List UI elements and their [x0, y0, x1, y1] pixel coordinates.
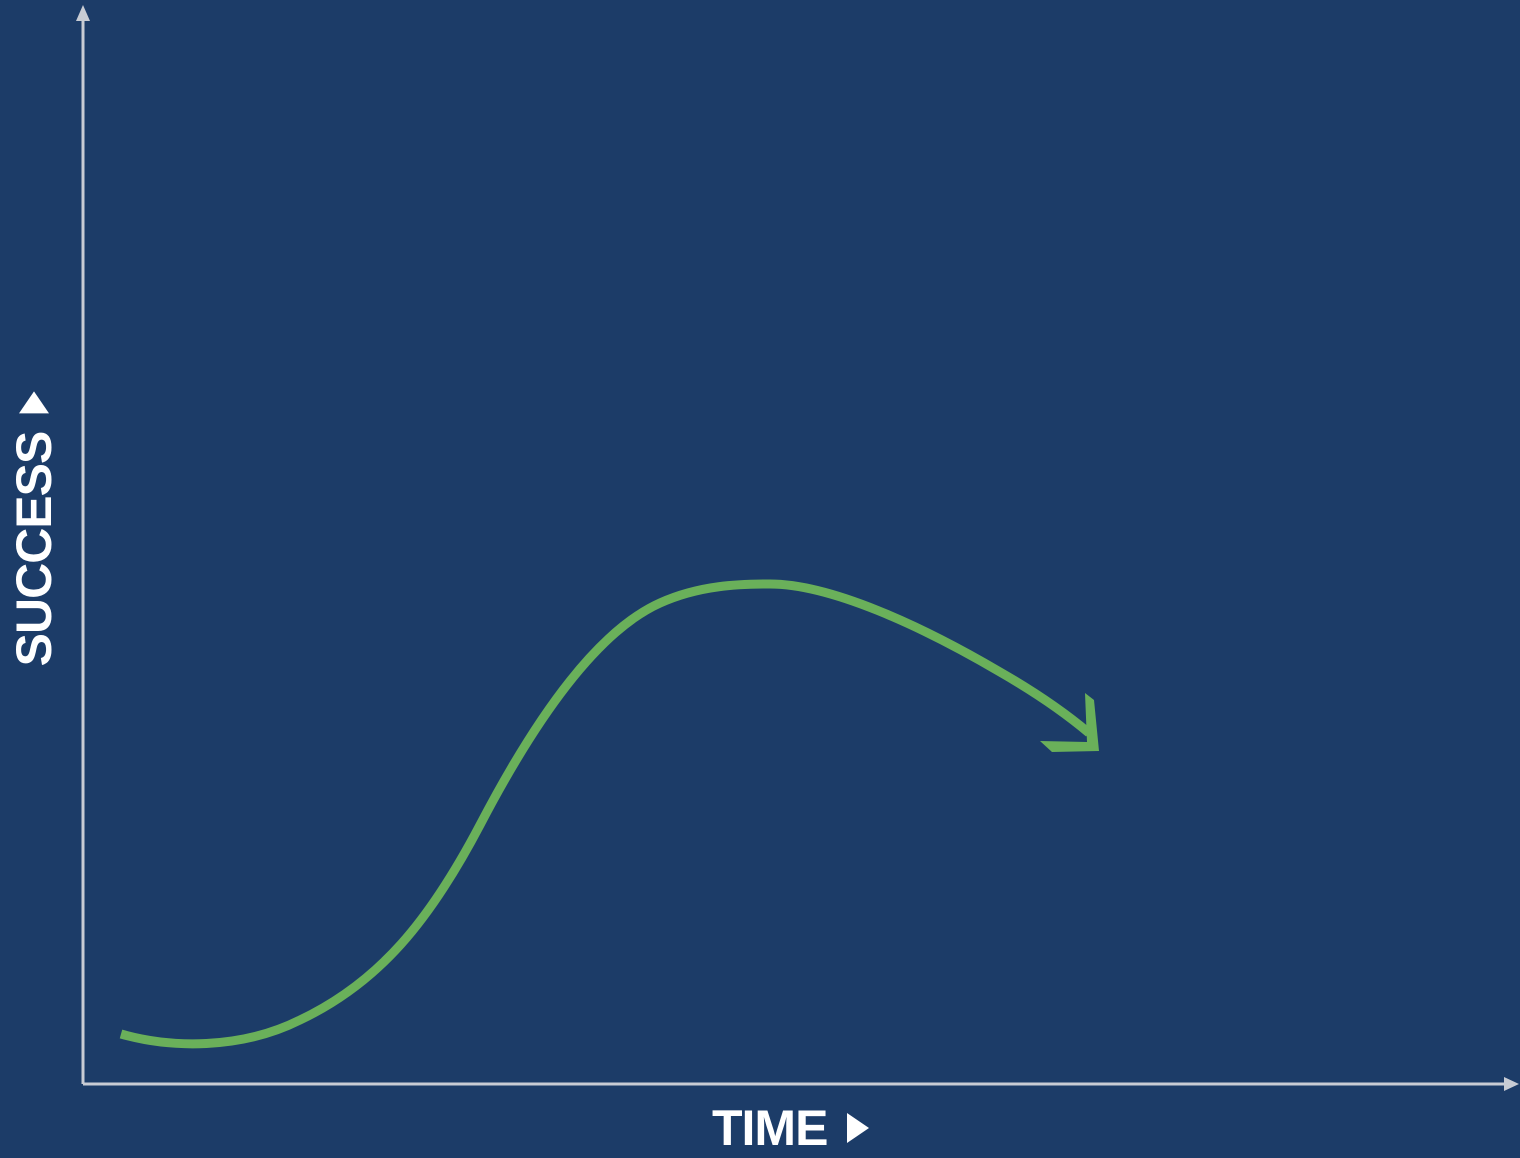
y-axis-label-text: SUCCESS [6, 431, 62, 667]
success-curve [119, 579, 1092, 1049]
x-axis-label-text: TIME [712, 1100, 828, 1156]
triangle-right-icon [847, 1113, 870, 1143]
x-axis-label: TIME [712, 1098, 870, 1158]
triangle-up-icon [19, 391, 49, 414]
y-axis-arrowhead [76, 5, 90, 21]
success-curve-arrowhead [1040, 693, 1099, 752]
y-axis-label: SUCCESS [5, 391, 63, 667]
x-axis-arrowhead [1504, 1077, 1519, 1091]
